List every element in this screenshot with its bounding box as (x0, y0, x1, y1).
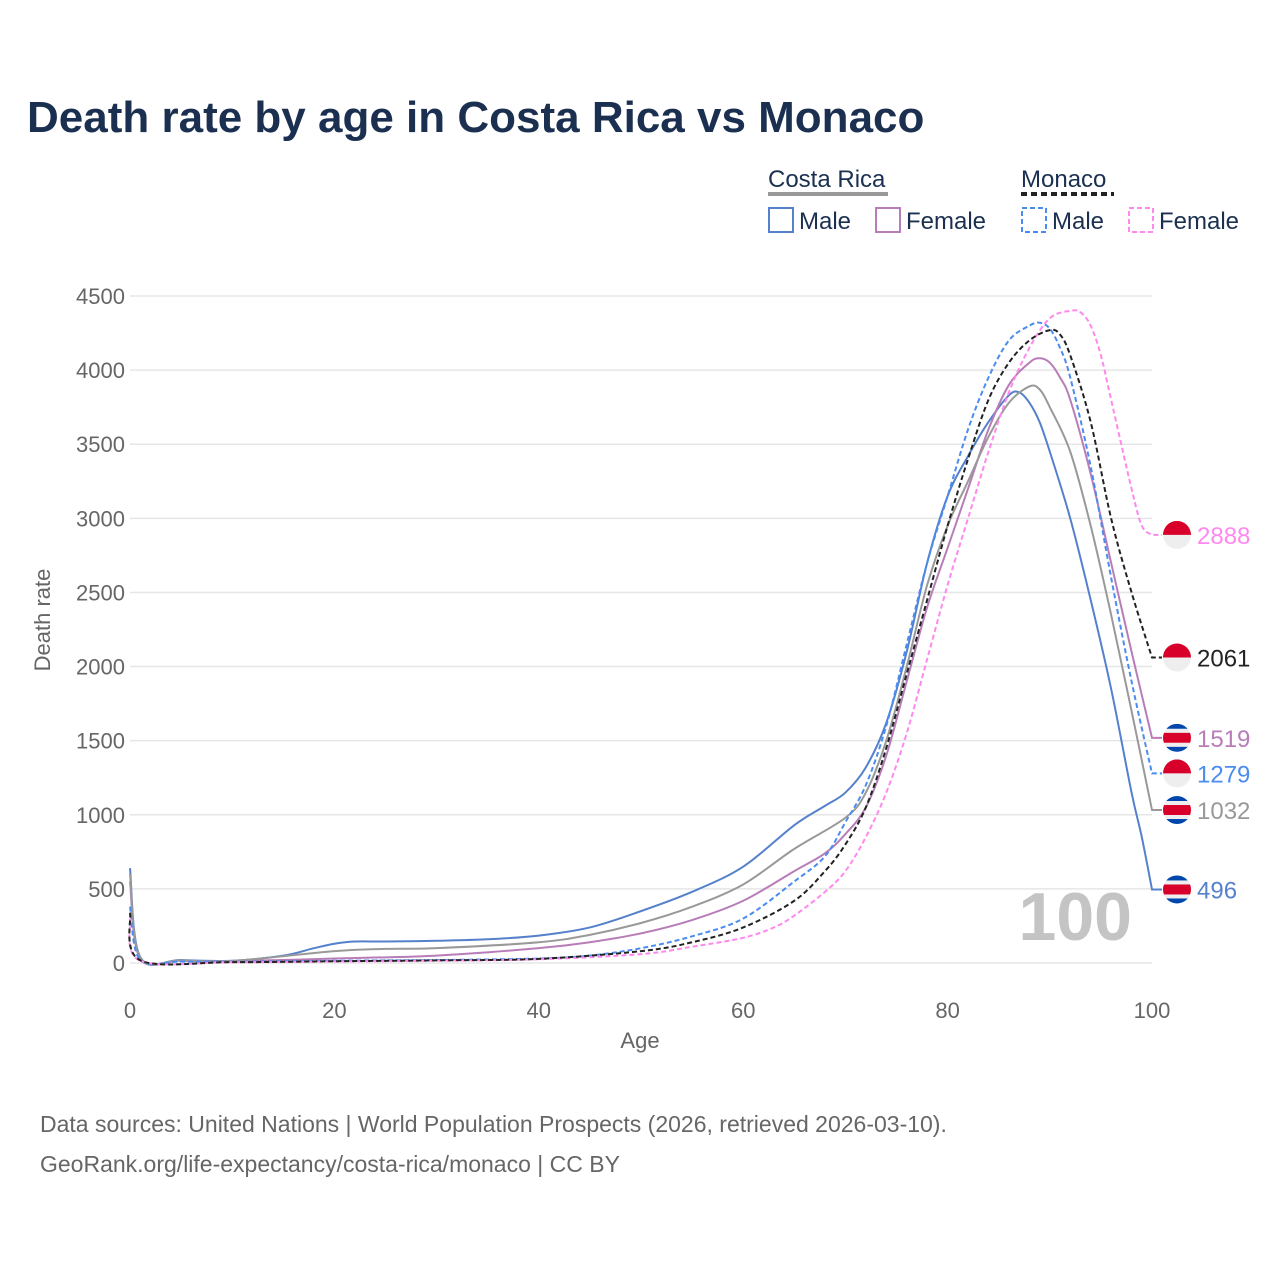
monaco-flag-icon (1163, 643, 1191, 672)
series-lines (128, 309, 1162, 966)
series-line (128, 328, 1162, 966)
grid (130, 295, 1152, 964)
y-tick-label: 3500 (76, 432, 125, 457)
x-tick-label: 20 (322, 998, 346, 1023)
end-value-label: 2061 (1197, 646, 1250, 673)
end-value-label: 1519 (1197, 726, 1250, 753)
end-value-label: 1279 (1197, 761, 1250, 788)
x-tick-label: 60 (731, 998, 755, 1023)
costa-rica-flag-icon (1163, 875, 1191, 904)
series-line (129, 384, 1162, 966)
y-tick-label: 3000 (76, 506, 125, 531)
y-tick-label: 1000 (76, 803, 125, 828)
legend-group-label: Costa Rica (768, 166, 886, 193)
costa-rica-flag-icon (1163, 796, 1191, 825)
age-annotation: 100 (1019, 879, 1132, 955)
footer-link[interactable]: GeoRank.org/life-expectancy/costa-rica/m… (40, 1151, 620, 1177)
x-tick-label: 0 (124, 998, 136, 1023)
x-tick-label: 100 (1134, 998, 1171, 1023)
y-tick-label: 2500 (76, 580, 125, 605)
x-tick-label: 40 (527, 998, 551, 1023)
legend-group-label: Monaco (1021, 166, 1106, 193)
y-tick-label: 4500 (76, 284, 125, 309)
y-tick-label: 1500 (76, 729, 125, 754)
end-value-label: 496 (1197, 877, 1237, 904)
x-tick-label: 80 (935, 998, 959, 1023)
legend-item-label[interactable]: Male (1052, 208, 1104, 235)
y-tick-label: 2000 (76, 655, 125, 680)
legend-swatch (875, 207, 901, 233)
end-labels: 496 1519 1032 1279 2888 2061 (1163, 520, 1250, 904)
y-tick-label: 500 (88, 877, 125, 902)
legend-item-label[interactable]: Female (1159, 208, 1239, 235)
costa-rica-flag-icon (1163, 723, 1191, 752)
end-value-label: 1032 (1197, 798, 1250, 825)
y-axis-label: Death rate (30, 569, 55, 672)
series-line (129, 357, 1162, 966)
chart-title: Death rate by age in Costa Rica vs Monac… (27, 93, 924, 142)
x-axis-label: Age (620, 1028, 659, 1053)
monaco-flag-icon (1163, 759, 1191, 788)
y-tick-label: 4000 (76, 358, 125, 383)
end-value-label: 2888 (1197, 523, 1250, 550)
series-line (129, 390, 1162, 966)
series-line (128, 309, 1162, 966)
legend: Costa Rica Monaco Male Female Male Female (768, 166, 1239, 235)
legend-swatch (1128, 207, 1154, 233)
series-line (129, 321, 1162, 966)
legend-item-label[interactable]: Female (906, 208, 986, 235)
legend-swatch (1021, 207, 1047, 233)
legend-item-label[interactable]: Male (799, 208, 851, 235)
y-tick-label: 0 (113, 951, 125, 976)
footer-source: Data sources: United Nations | World Pop… (40, 1111, 947, 1137)
monaco-flag-icon (1163, 520, 1191, 549)
axes: 0 500 1000 1500 2000 2500 3000 3500 4000 4500 0 20 4… (76, 284, 1170, 1023)
legend-swatch (768, 207, 794, 233)
